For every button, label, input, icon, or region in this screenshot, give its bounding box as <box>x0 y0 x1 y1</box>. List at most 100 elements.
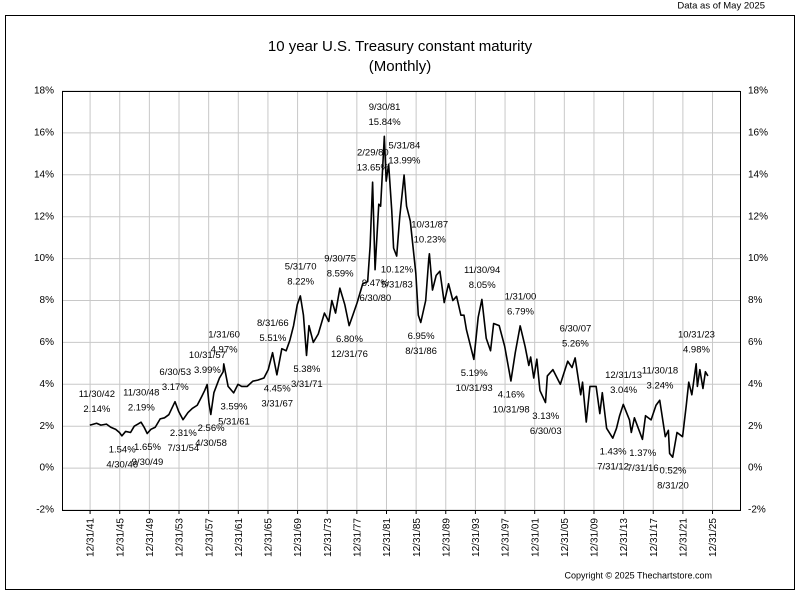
y-tick-label: -2% <box>36 505 54 516</box>
x-tick-label: 12/31/89 <box>441 518 452 557</box>
x-tick-label: 12/31/73 <box>323 518 334 557</box>
plot-frame <box>62 91 741 511</box>
y-tick-label: 10% <box>34 253 54 264</box>
annotation-value: 1.54% <box>109 444 136 455</box>
annotation-date: 3/31/67 <box>261 398 293 409</box>
annotation-value: 13.65% <box>357 163 390 174</box>
annotation-date: 4/30/58 <box>195 438 227 449</box>
annotation-value: 3.99% <box>194 365 221 376</box>
y2-tick-label: 12% <box>748 211 768 222</box>
y2-tick-label: 14% <box>748 169 768 180</box>
annotation-value: 5.51% <box>259 333 286 344</box>
annotation-date: 11/30/94 <box>464 265 500 276</box>
annotation-date: 7/31/16 <box>627 463 659 474</box>
annotation-value: 13.99% <box>388 156 421 167</box>
x-tick-label: 12/31/53 <box>175 518 186 557</box>
x-tick-label: 12/31/01 <box>530 518 541 557</box>
annotation-date: 9/30/81 <box>369 102 401 113</box>
annotation-value: 9.47% <box>362 278 389 289</box>
annotation-value: 10.12% <box>381 265 414 276</box>
annotation-value: 4.45% <box>264 383 291 394</box>
annotation-value: 3.24% <box>647 381 674 392</box>
annotation-date: 5/31/84 <box>389 141 421 152</box>
chart-title: 10 year U.S. Treasury constant maturity <box>268 38 533 55</box>
annotation-date: 12/31/76 <box>331 349 368 360</box>
annotation-date: 12/31/13 <box>605 370 642 381</box>
annotation-date: 10/31/23 <box>678 329 715 340</box>
marks: 2.14% 11/30/42 1.54% 4/30/46 2.19% 11/30/48 1.… <box>79 102 715 492</box>
x-tick-label: 12/31/93 <box>471 518 482 557</box>
annotation-value: 2.31% <box>170 428 197 439</box>
annotation-value: 4.97% <box>211 344 238 355</box>
y-tick-label: 18% <box>34 86 54 97</box>
x-tick-label: 12/31/25 <box>708 518 719 557</box>
x-tick-label: 12/31/65 <box>264 518 275 557</box>
y2-tick-label: -2% <box>748 505 766 516</box>
annotation-value: 1.65% <box>134 442 161 453</box>
annotation-value: 5.26% <box>562 338 589 349</box>
annotation-value: 2.56% <box>198 423 225 434</box>
x-tick-label: 12/31/61 <box>234 518 245 557</box>
y-tick-label: 2% <box>40 421 55 432</box>
x-tick-label: 12/31/77 <box>352 518 363 557</box>
y-tick-label: 6% <box>40 337 55 348</box>
annotation-value: 8.22% <box>287 276 314 287</box>
annotation-date: 9/30/75 <box>324 254 356 265</box>
y-tick-label: 4% <box>40 379 55 390</box>
x-tick-label: 12/31/81 <box>382 518 393 557</box>
annotation-date: 6/30/80 <box>360 293 392 304</box>
y2-tick-label: 2% <box>748 421 763 432</box>
annotation-date: 6/30/07 <box>560 323 592 334</box>
y2-tick-label: 0% <box>748 463 763 474</box>
line-series <box>89 135 709 459</box>
x-tick-label: 12/31/45 <box>115 518 126 557</box>
annotation-date: 3/31/71 <box>291 379 323 390</box>
x-tick-label: 12/31/05 <box>560 518 571 557</box>
annotation-value: 1.37% <box>629 448 656 459</box>
x-tick-label: 12/31/17 <box>649 518 660 557</box>
annotation-date: 9/30/49 <box>132 457 164 468</box>
annotation-value: 3.04% <box>610 385 637 396</box>
annotation-date: 1/31/00 <box>505 291 537 302</box>
annotation-date: 1/31/60 <box>208 329 240 340</box>
annotation-date: 10/31/93 <box>456 383 493 394</box>
annotation-date: 11/30/42 <box>79 389 115 400</box>
data-note: Data as of May 2025 <box>677 1 765 12</box>
annotation-value: 2.19% <box>128 403 155 414</box>
annotation-date: 2/29/80 <box>357 148 389 159</box>
annotation-value: 4.98% <box>683 344 710 355</box>
credit: Copyright © 2025 Thechartstore.com <box>564 570 712 580</box>
annotation-value: 5.38% <box>293 364 320 375</box>
x-tick-label: 12/31/09 <box>590 518 601 557</box>
annotation-date: 6/30/53 <box>159 367 191 378</box>
x-tick-label: 12/31/49 <box>145 518 156 557</box>
y2-tick-label: 6% <box>748 337 763 348</box>
annotation-date: 8/31/86 <box>405 346 437 357</box>
annotation-date: 11/30/48 <box>123 388 159 399</box>
x-tick-label: 12/31/13 <box>619 518 630 557</box>
annotation-value: 6.79% <box>507 306 534 317</box>
annotation-date: 6/30/03 <box>530 426 562 437</box>
annotation-value: 3.59% <box>221 401 248 412</box>
annotation-date: 11/30/18 <box>642 366 678 377</box>
y-tick-label: 16% <box>34 128 54 139</box>
chart-subtitle: (Monthly) <box>369 58 432 75</box>
annotation-date: 5/31/61 <box>218 416 250 427</box>
y2-tick-label: 8% <box>748 295 763 306</box>
annotation-date: 5/31/70 <box>285 261 317 272</box>
annotation-date: 10/31/98 <box>493 404 530 415</box>
y-tick-label: 0% <box>40 463 55 474</box>
annotation-date: 7/31/54 <box>167 443 199 454</box>
y2-tick-label: 16% <box>748 128 768 139</box>
x-tick-label: 12/31/41 <box>86 518 97 557</box>
annotation-value: 10.23% <box>414 234 447 245</box>
annotation-date: 8/31/20 <box>657 481 689 492</box>
annotation-value: 6.80% <box>336 334 363 345</box>
annotation-value: 15.84% <box>368 117 401 128</box>
annotation-value: 6.95% <box>408 331 435 342</box>
y2-tick-label: 10% <box>748 253 768 264</box>
x-tick-label: 12/31/57 <box>204 518 215 557</box>
x-tick-label: 12/31/21 <box>679 518 690 557</box>
